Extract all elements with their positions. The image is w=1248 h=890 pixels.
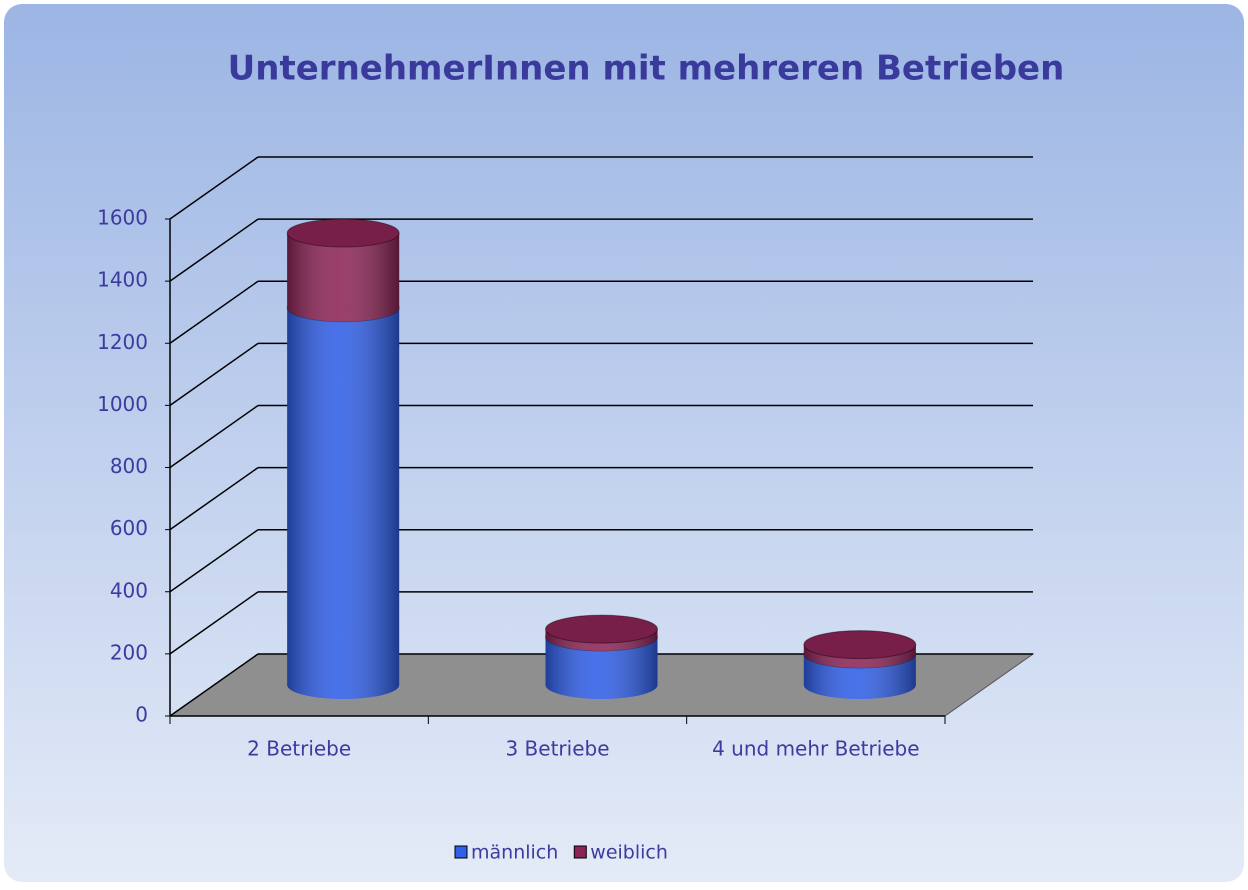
grid-line	[169, 591, 259, 655]
chart-title: UnternehmerInnen mit mehreren Betrieben	[228, 49, 1065, 89]
grid-line	[169, 156, 259, 220]
x-tick-label: 4 und mehr Betriebe	[712, 737, 919, 761]
grid-line	[169, 280, 259, 344]
bar-cap	[545, 614, 658, 644]
legend-swatch	[573, 845, 587, 859]
bar-cap	[286, 218, 400, 248]
grid-line	[169, 404, 259, 469]
y-tick-label: 1600	[97, 206, 148, 230]
legend-label: männlich	[471, 842, 558, 864]
legend-swatch	[454, 845, 468, 859]
y-tick-label: 400	[110, 578, 148, 602]
grid-line	[169, 653, 259, 717]
chart-background	[4, 4, 1244, 882]
bar-cap	[803, 630, 916, 659]
grid-line	[169, 529, 259, 593]
grid-line	[169, 342, 259, 406]
y-tick-label: 800	[110, 454, 148, 478]
bar-cap	[545, 615, 658, 644]
y-tick-label: 1400	[97, 268, 148, 292]
y-tick-label: 1000	[97, 392, 148, 416]
x-tick-label: 2 Betriebe	[247, 737, 351, 761]
bar-shade	[287, 307, 400, 685]
y-tick-label: 200	[110, 640, 148, 664]
bar-cap	[803, 630, 917, 660]
grid-line	[169, 467, 259, 531]
y-tick-label: 0	[135, 703, 148, 727]
x-tick-label: 3 Betriebe	[505, 737, 609, 761]
y-tick-label: 1200	[97, 330, 148, 354]
bar-cap	[287, 219, 400, 248]
legend-label: weiblich	[590, 842, 668, 864]
grid-line	[169, 218, 259, 282]
y-tick-label: 600	[110, 516, 148, 540]
